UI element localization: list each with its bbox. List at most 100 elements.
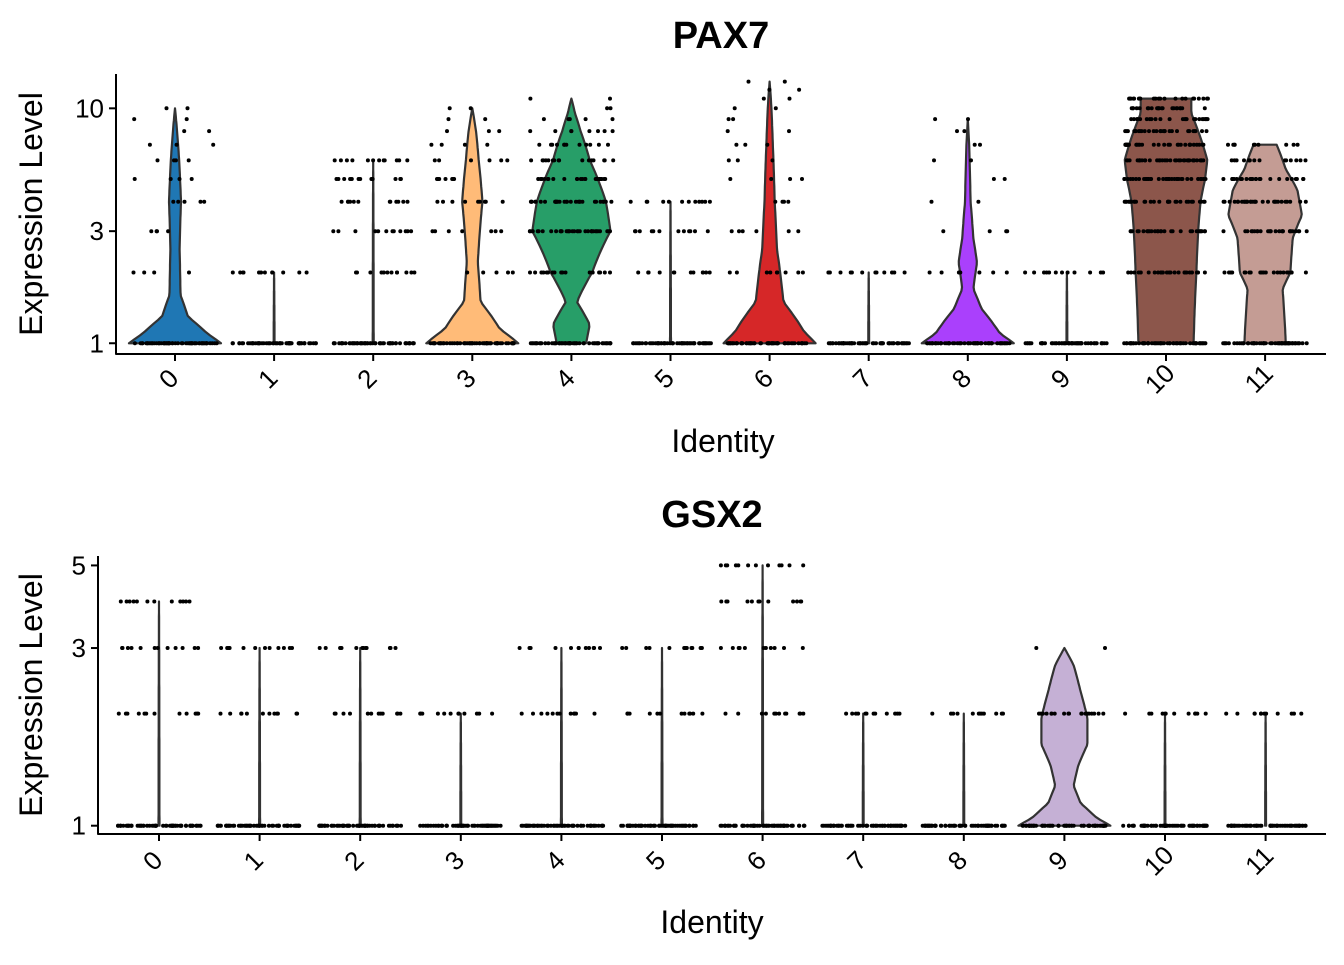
data-point (1170, 106, 1175, 111)
data-point (557, 158, 562, 163)
data-point (1174, 106, 1179, 111)
data-point (1242, 158, 1246, 163)
data-point (895, 711, 900, 716)
data-point (1178, 106, 1183, 111)
data-point (438, 341, 443, 346)
data-point (1126, 823, 1131, 828)
data-point (1164, 823, 1169, 828)
data-point (740, 229, 745, 234)
data-point (863, 711, 868, 716)
data-point (1232, 199, 1237, 204)
data-point (766, 599, 771, 604)
data-point (239, 711, 244, 716)
data-point (555, 823, 560, 828)
data-point (395, 711, 400, 716)
data-point (364, 341, 369, 346)
data-point (365, 158, 370, 163)
data-point (734, 142, 739, 147)
data-point (1158, 341, 1163, 346)
data-point (1284, 158, 1289, 163)
data-point (1174, 177, 1179, 181)
data-point (1166, 142, 1171, 147)
data-point (1178, 229, 1183, 234)
data-point (930, 711, 935, 716)
data-point (1190, 229, 1195, 234)
data-point (697, 341, 702, 346)
data-point (1252, 158, 1257, 163)
data-point (693, 199, 698, 204)
data-point (1165, 177, 1170, 181)
data-point (175, 823, 180, 828)
data-point (705, 229, 710, 234)
data-point (759, 341, 763, 346)
data-point (446, 229, 451, 234)
data-point (1275, 270, 1280, 275)
data-point (796, 229, 801, 234)
data-point (132, 117, 137, 122)
data-point (539, 823, 544, 828)
data-point (202, 199, 207, 204)
data-point (1202, 270, 1207, 275)
data-point (164, 823, 169, 828)
data-point (1196, 177, 1201, 181)
x-tick-label: 7 (841, 845, 872, 876)
data-point (351, 341, 356, 346)
data-point (380, 341, 385, 346)
data-point (1258, 823, 1263, 828)
data-point (707, 199, 712, 204)
data-point (498, 823, 503, 828)
y-tick-label: 3 (90, 216, 104, 246)
data-point (194, 823, 199, 828)
data-point (390, 823, 395, 828)
data-point (669, 823, 674, 828)
data-point (179, 823, 184, 828)
data-point (506, 270, 510, 275)
data-point (338, 158, 343, 163)
data-point (1160, 158, 1165, 163)
data-point (1081, 823, 1086, 828)
data-point (1277, 177, 1282, 181)
x-tick-label: 3 (450, 363, 481, 394)
data-point (768, 646, 773, 650)
x-tick-label: 11 (1239, 840, 1279, 880)
data-point (1301, 177, 1306, 181)
data-point (131, 270, 136, 275)
data-point (647, 711, 652, 716)
data-point (153, 823, 158, 828)
data-point (1047, 270, 1052, 275)
x-tick-label: 0 (137, 845, 168, 876)
data-point (791, 341, 795, 346)
data-point (1281, 270, 1286, 275)
data-point (437, 177, 442, 181)
data-point (371, 158, 376, 163)
data-point (799, 599, 804, 604)
data-point (588, 142, 593, 147)
data-point (1181, 158, 1186, 163)
data-point (1180, 117, 1185, 122)
data-point (586, 158, 591, 163)
data-point (1096, 711, 1101, 716)
data-point (125, 646, 130, 650)
data-point (530, 229, 535, 234)
data-point (902, 270, 907, 275)
violin-gsx2-3 (459, 712, 463, 827)
data-point (680, 199, 685, 204)
data-point (1248, 177, 1253, 181)
data-point (360, 646, 365, 650)
data-point (1243, 823, 1248, 828)
data-point (546, 823, 550, 828)
data-point (1027, 823, 1032, 828)
data-point (1227, 270, 1231, 275)
data-point (1044, 711, 1049, 716)
data-point (598, 199, 603, 204)
data-point (764, 270, 769, 275)
data-point (573, 199, 578, 204)
data-point (773, 199, 778, 204)
data-point (693, 229, 697, 234)
data-point (1182, 270, 1187, 275)
data-point (609, 199, 614, 204)
data-point (1188, 341, 1193, 346)
data-point (726, 117, 731, 122)
x-tick-label: 5 (648, 363, 679, 394)
data-point (1271, 270, 1276, 275)
